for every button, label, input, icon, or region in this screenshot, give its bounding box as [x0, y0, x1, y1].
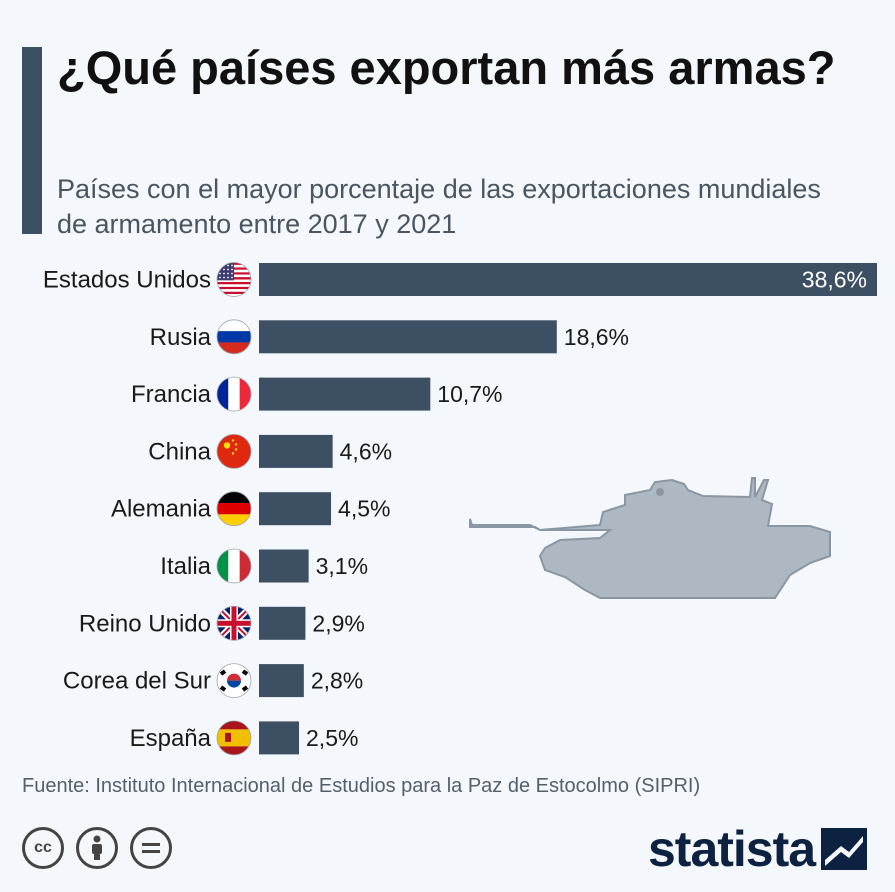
page-title: ¿Qué países exportan más armas? — [57, 41, 836, 94]
bar-china — [259, 434, 333, 468]
cc-icon[interactable]: cc — [22, 827, 64, 869]
uk-flag-icon — [216, 605, 252, 641]
tank-icon — [469, 477, 831, 599]
value-label-alemania: 4,5% — [338, 496, 390, 522]
bar-reino-unido — [259, 606, 306, 640]
value-label-espana: 2,5% — [306, 725, 358, 751]
statista-logo-mark-icon — [821, 828, 868, 870]
page-subtitle: Países con el mayor porcentaje de las ex… — [57, 174, 821, 240]
category-label-italia: Italia — [160, 553, 211, 580]
value-label-francia: 10,7% — [437, 381, 502, 407]
source-note: Fuente: Instituto Internacional de Estud… — [22, 775, 701, 797]
title-accent-bar — [22, 47, 42, 234]
category-label-alemania: Alemania — [111, 496, 212, 523]
france-flag-icon — [216, 376, 252, 412]
bar-rusia — [259, 320, 557, 354]
bar-corea-del-sur — [259, 664, 304, 698]
value-label-italia: 3,1% — [316, 553, 368, 579]
russia-flag-icon — [216, 319, 252, 355]
germany-flag-icon — [216, 491, 252, 527]
value-label-china: 4,6% — [340, 438, 392, 464]
value-label-estados-unidos: 38,6% — [802, 267, 867, 293]
license-icons: cc — [22, 827, 172, 869]
category-label-rusia: Rusia — [150, 324, 212, 351]
person-icon[interactable] — [76, 827, 118, 869]
logo-text: statista — [648, 821, 816, 877]
category-label-francia: Francia — [131, 381, 212, 408]
category-label-china: China — [148, 438, 211, 465]
us-flag-icon — [216, 262, 252, 297]
bar-alemania — [259, 492, 332, 526]
value-label-reino-unido: 2,9% — [312, 610, 364, 636]
category-label-corea-del-sur: Corea del Sur — [63, 668, 211, 695]
italy-flag-icon — [216, 548, 252, 584]
spain-flag-icon — [216, 720, 252, 756]
bar-chart: Estados Unidos 38,6% Rusia 18,6% Francia 10,7… — [43, 262, 877, 756]
china-flag-icon — [216, 433, 252, 469]
bar-italia — [259, 549, 309, 583]
bar-estados-unidos — [259, 263, 877, 296]
bar-francia — [259, 377, 431, 411]
bar-espana — [259, 721, 300, 755]
category-label-reino-unido: Reino Unido — [79, 610, 211, 637]
south-korea-flag-icon — [216, 663, 252, 699]
statista-logo[interactable]: statista — [648, 820, 868, 878]
value-label-corea-del-sur: 2,8% — [311, 668, 363, 694]
category-label-espana: España — [130, 725, 212, 752]
equals-icon[interactable] — [130, 827, 172, 869]
value-label-rusia: 18,6% — [564, 324, 629, 350]
category-label-estados-unidos: Estados Unidos — [43, 267, 211, 294]
